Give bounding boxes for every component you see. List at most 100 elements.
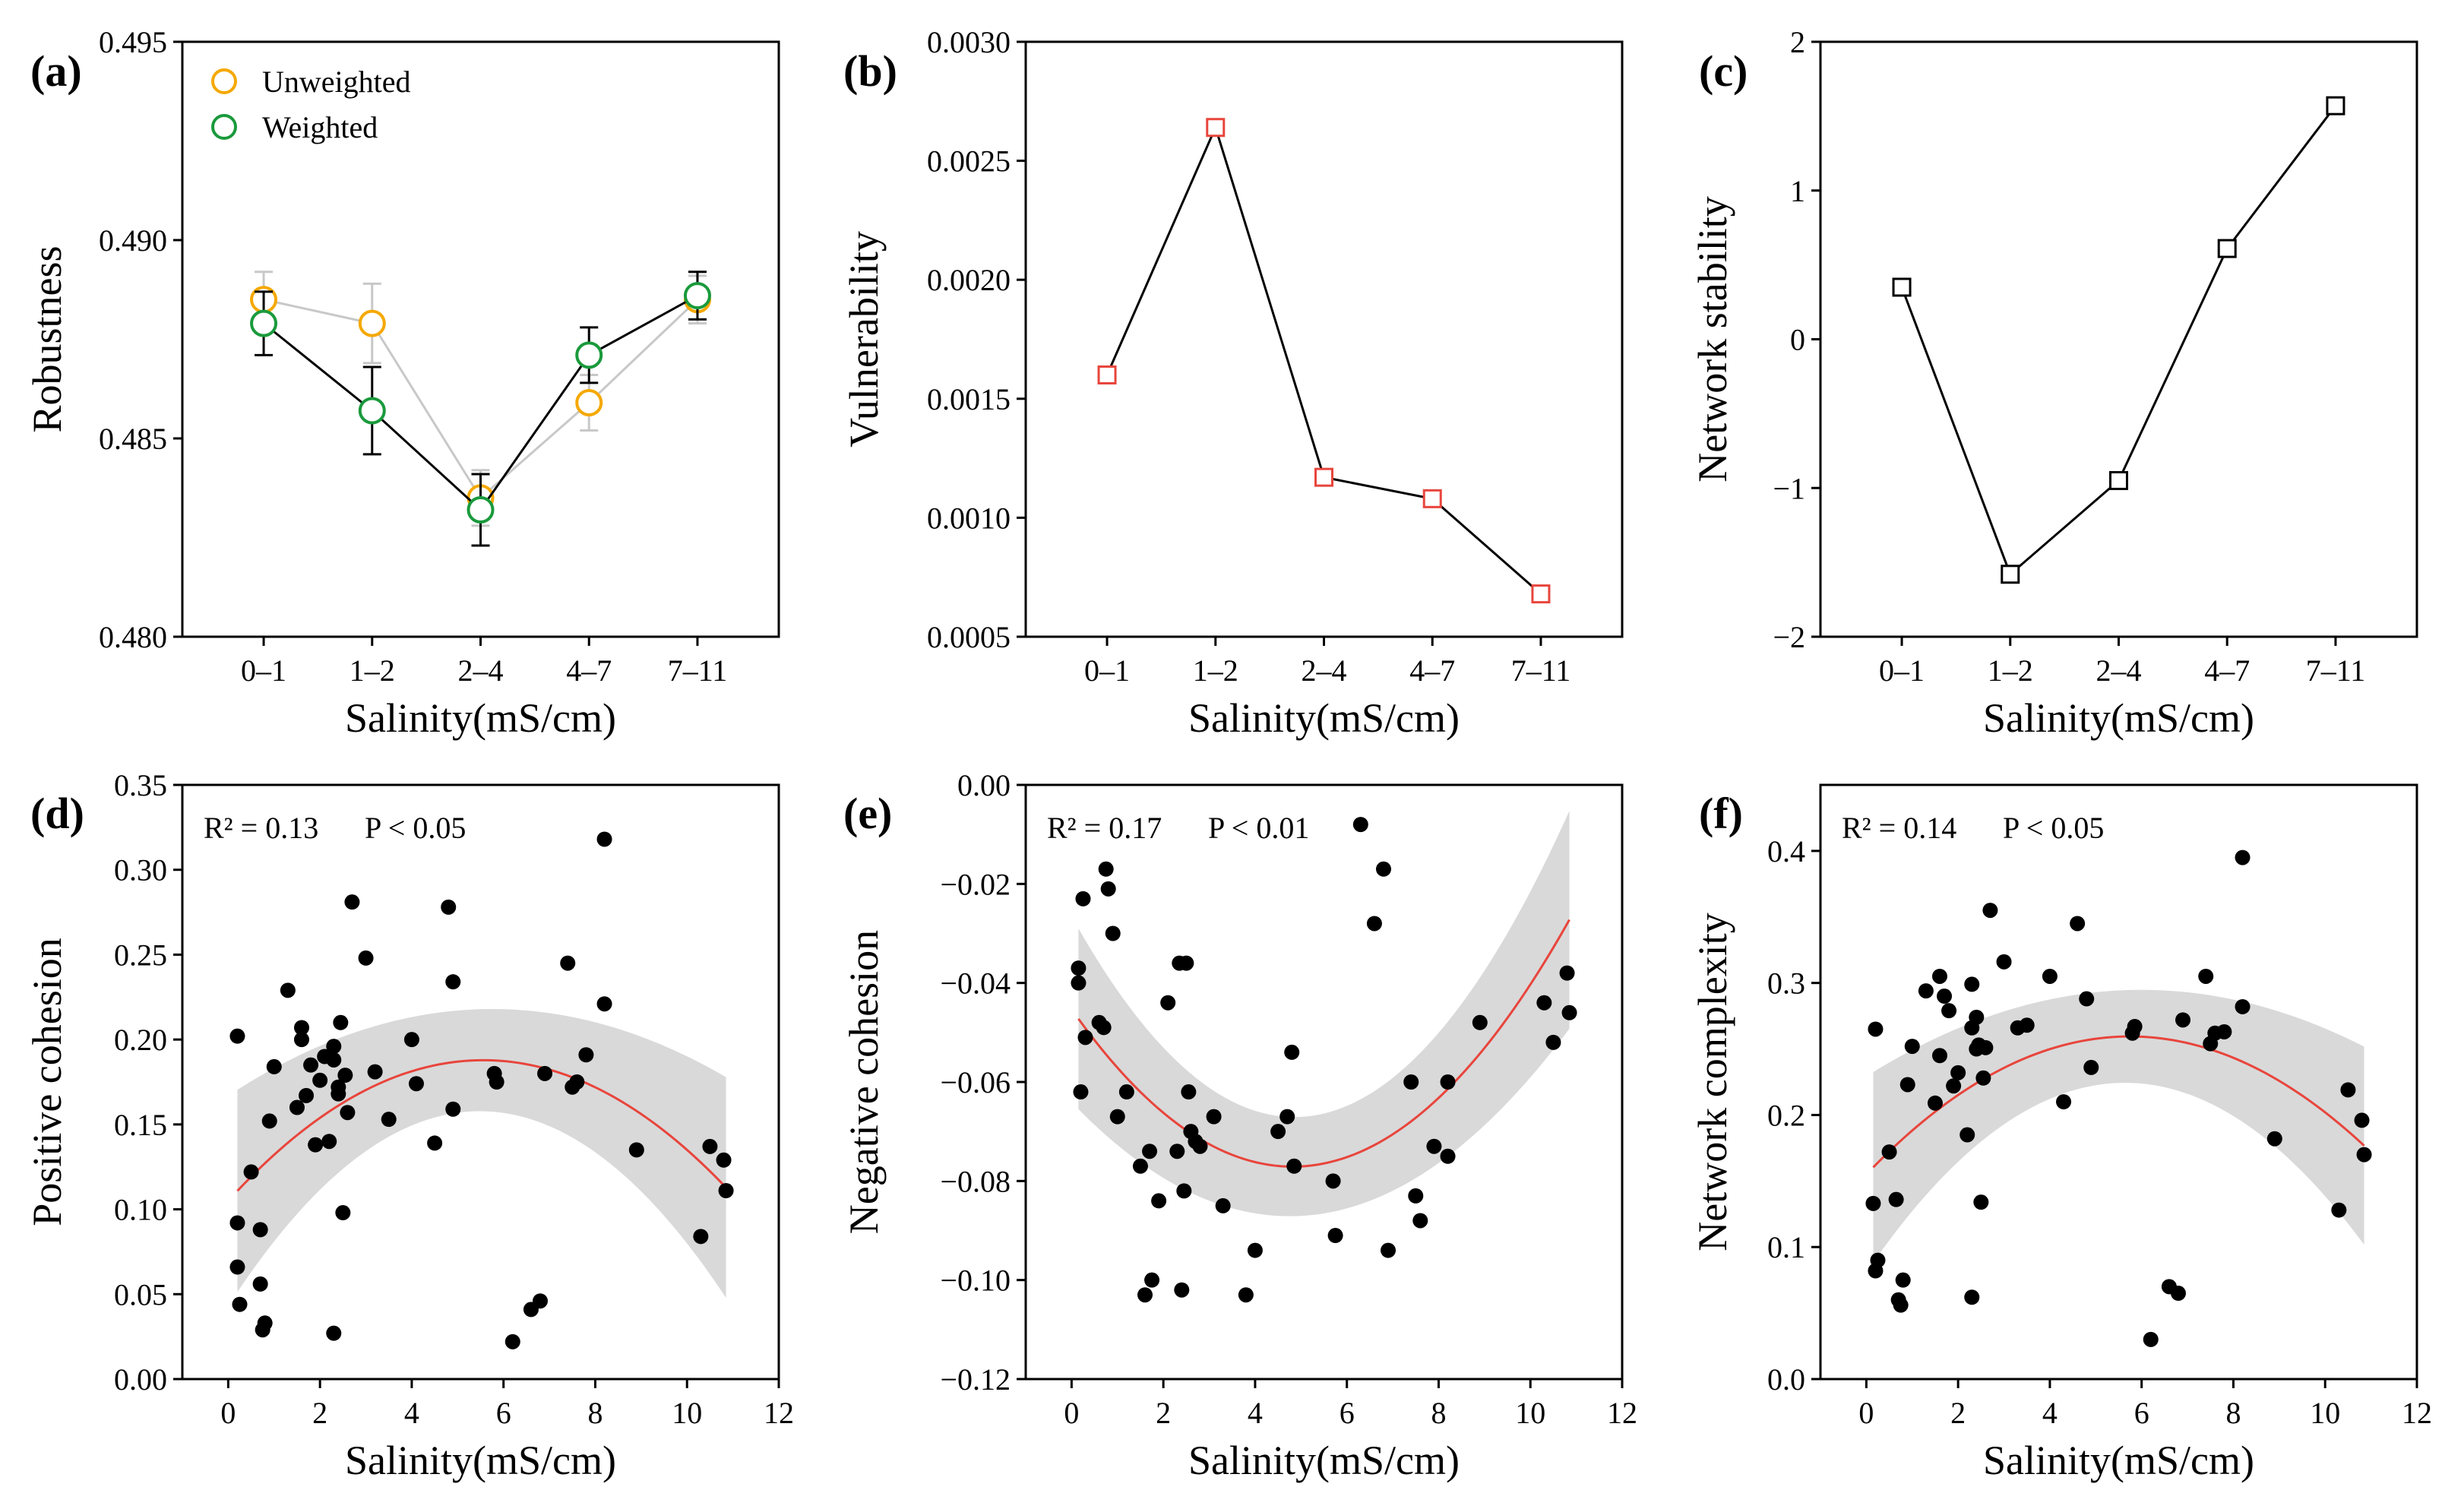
y-tick-label-a-2: 0.490 [99,223,167,258]
y-axis-label-c: Network stability [1690,196,1735,482]
annotation-p-e: P < 0.01 [1208,811,1309,845]
scatter-point-d-9 [261,1113,277,1129]
x-tick-label-e-0: 0 [1064,1396,1079,1430]
scatter-point-d-37 [441,899,457,915]
x-tick-label-d-4: 8 [587,1396,603,1430]
annotation-p-d: P < 0.05 [365,811,466,845]
data-point-b-1 [1206,118,1226,138]
scatter-point-f-39 [2127,1019,2143,1035]
x-axis-label-e: Salinity(mS/cm) [1188,1438,1460,1483]
scatter-point-e-30 [1247,1242,1263,1258]
scatter-point-f-14 [1932,968,1947,984]
x-tick-label-b-3: 4–7 [1409,653,1455,688]
scatter-point-d-29 [340,1105,356,1121]
scatter-point-d-6 [252,1276,268,1292]
legend-marker-1 [211,114,237,140]
data-point-a-1-0 [250,309,278,337]
scatter-point-f-49 [2235,998,2250,1014]
scatter-point-e-51 [1561,1004,1577,1020]
scatter-point-e-1 [1071,975,1087,991]
scatter-point-f-40 [2143,1331,2159,1347]
scatter-point-f-8 [1895,1272,1911,1288]
y-tick-label-d-3: 0.15 [114,1108,167,1142]
scatter-point-e-48 [1536,995,1552,1011]
annotation-r2-f: R² = 0.14 [1842,811,1956,845]
scatter-point-e-32 [1279,1109,1295,1125]
scatter-point-f-51 [2331,1202,2347,1218]
scatter-point-d-13 [294,1032,309,1048]
y-axis-label-f: Network complexity [1690,913,1735,1251]
data-point-a-0-3 [575,389,603,417]
scatter-point-e-34 [1286,1158,1302,1174]
y-tick-label-c-3: 1 [1790,174,1805,208]
confidence-band-e [1078,811,1570,1216]
scatter-point-d-22 [326,1052,342,1068]
scatter-point-d-1 [229,1215,245,1231]
scatter-point-d-16 [303,1057,319,1073]
scatter-point-e-39 [1376,861,1391,877]
x-tick-label-e-4: 8 [1431,1396,1446,1430]
scatter-point-d-35 [408,1076,424,1092]
scatter-point-f-27 [1975,1070,1991,1086]
x-tick-label-f-0: 0 [1858,1396,1874,1430]
scatter-point-e-3 [1075,891,1091,906]
scatter-point-f-47 [2216,1023,2232,1039]
fit-line-d [236,1058,727,1192]
y-tick-label-b-4: 0.0025 [927,144,1011,179]
scatter-point-e-9 [1105,925,1121,941]
data-point-c-0 [1892,277,1912,297]
panel-a: 0.480 0.485 0.490 0.495 0–1 1–2 2–4 4–7 7–11 Sali… [24,25,780,741]
y-tick-label-e-3: −0.06 [940,1065,1011,1099]
scatter-point-f-19 [1959,1127,1975,1143]
scatter-point-d-32 [367,1064,383,1080]
scatter-point-e-14 [1142,1144,1158,1159]
scatter-point-f-48 [2235,849,2250,865]
scatter-point-d-0 [229,1028,245,1044]
scatter-point-e-22 [1178,955,1194,971]
scatter-point-e-12 [1132,1158,1148,1174]
scatter-point-d-18 [312,1072,328,1088]
scatter-point-e-0 [1071,960,1087,976]
x-tick-label-e-2: 4 [1248,1396,1263,1430]
scatter-point-d-10 [266,1058,282,1074]
x-tick-label-b-1: 1–2 [1193,653,1238,688]
scatter-point-e-21 [1176,1183,1192,1199]
y-tick-label-d-2: 0.10 [114,1193,167,1227]
scatter-point-e-41 [1403,1074,1419,1090]
y-tick-label-d-4: 0.20 [114,1023,167,1057]
scatter-point-f-34 [2056,1094,2072,1110]
scatter-point-d-23 [326,1325,342,1341]
scatter-point-d-45 [537,1065,553,1081]
scatter-point-d-14 [294,1020,309,1036]
y-tick-label-d-5: 0.25 [114,938,167,972]
plot-frame-c [1819,40,2418,638]
scatter-point-f-4 [1881,1144,1897,1160]
data-point-b-4 [1531,584,1551,604]
scatter-point-f-0 [1865,1195,1881,1211]
y-tick-label-e-2: −0.08 [940,1164,1011,1198]
scatter-point-d-27 [335,1205,351,1221]
scatter-point-e-43 [1412,1213,1428,1229]
data-point-b-0 [1097,365,1117,384]
panel-b: 0.0005 0.0010 0.0015 0.0020 0.0025 0.0030 0–1 1… [841,25,1624,741]
scatter-point-f-18 [1950,1065,1966,1080]
scatter-point-f-5 [1888,1191,1904,1207]
confidence-band-d [237,1008,726,1299]
scatter-point-f-52 [2340,1082,2356,1098]
scatter-point-f-15 [1937,989,1953,1004]
x-tick-label-c-3: 4–7 [2204,653,2250,688]
scatter-point-d-56 [718,1182,734,1198]
scatter-point-d-31 [358,950,374,966]
y-tick-label-e-1: −0.10 [940,1264,1011,1298]
y-tick-label-c-1: −1 [1773,471,1805,505]
x-tick-label-e-3: 6 [1340,1396,1355,1430]
scatter-point-d-39 [445,1101,461,1117]
y-tick-label-e-4: −0.04 [940,966,1011,1001]
scatter-point-e-35 [1325,1173,1341,1189]
plot-frame-b [1024,40,1624,638]
scatter-point-d-49 [578,1047,594,1063]
scatter-point-f-53 [2354,1112,2370,1128]
x-tick-label-f-6: 12 [2402,1396,2432,1430]
y-tick-label-d-1: 0.05 [114,1277,167,1311]
